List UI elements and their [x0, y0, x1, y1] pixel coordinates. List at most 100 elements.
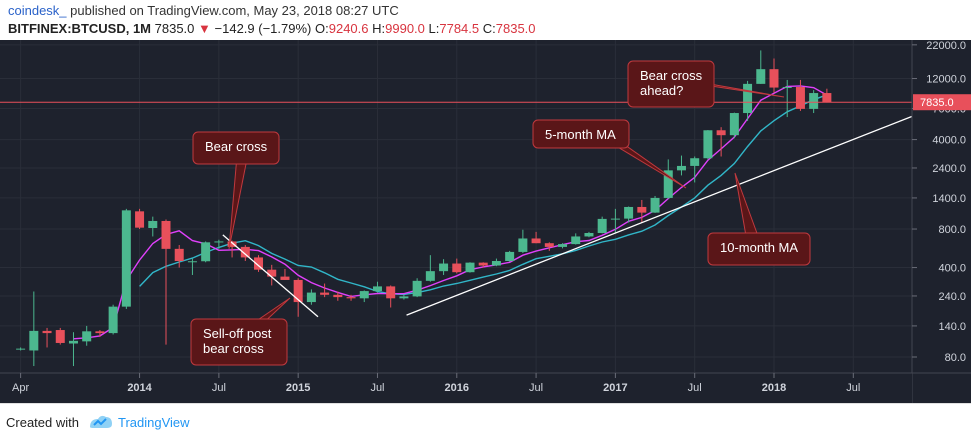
annotation-box — [190, 318, 288, 366]
candle-up — [491, 258, 501, 267]
high-value: 9990.0 — [385, 21, 425, 36]
low-label: L: — [428, 21, 440, 36]
down-arrow-icon: ▼ — [198, 21, 211, 36]
candle-up — [663, 159, 673, 199]
y-axis: 80.0 140.0 240.0 400.0 800.0 1400.0 2400.0 4000… — [911, 40, 971, 403]
candle-body — [135, 211, 145, 228]
candle-up — [743, 80, 753, 121]
x-tick-label: Apr — [12, 382, 29, 394]
ma5-layer — [73, 85, 828, 340]
candle-up — [214, 239, 224, 249]
candle-body — [531, 238, 541, 244]
author-link[interactable]: coindesk_ — [8, 3, 67, 18]
y-tick-label: 12000.0 — [926, 74, 966, 86]
candle-up — [148, 216, 158, 237]
candle-up — [597, 216, 607, 234]
candle-up — [29, 291, 39, 367]
candle-body — [201, 242, 211, 262]
close-value: 7835.0 — [495, 21, 536, 36]
y-tick-label: 80.0 — [945, 352, 966, 364]
candle-body — [333, 294, 343, 298]
x-tick-label: 2016 — [445, 382, 469, 394]
low-value: 7784.5 — [439, 21, 480, 36]
annotation-text: bear cross — [203, 341, 264, 356]
candle-up — [558, 243, 568, 249]
candle-down — [55, 327, 65, 345]
candle-body — [425, 271, 435, 281]
last-price-label: 7835.0 — [920, 97, 954, 109]
candle-body — [690, 158, 700, 166]
x-tick-label: Jul — [212, 382, 226, 394]
y-tick-label: 2400.0 — [932, 163, 966, 175]
candle-body — [386, 286, 396, 299]
annotation-text: Sell-off post — [203, 326, 272, 341]
candle-body — [452, 263, 462, 273]
published-text: published on TradingView.com, May 23, 20… — [70, 3, 399, 18]
candle-body — [121, 210, 131, 307]
candle-down — [267, 264, 277, 286]
candle-body — [174, 248, 184, 262]
created-with-label: Created with — [6, 415, 79, 430]
candle-up — [782, 79, 792, 118]
candle-up — [201, 241, 211, 263]
candle-down — [452, 258, 462, 274]
candle-body — [703, 130, 713, 159]
candle-up — [809, 90, 819, 114]
candle-up — [610, 208, 620, 233]
candle-down — [254, 255, 264, 272]
tradingview-logo-icon — [90, 415, 112, 428]
candle-up — [425, 255, 435, 282]
candle-up — [650, 195, 660, 213]
candle-body — [148, 220, 158, 229]
candle-down — [161, 219, 171, 345]
candle-down — [240, 245, 250, 262]
candle-up — [571, 233, 581, 245]
annotation-ten-month-ma: 10-month MA — [707, 172, 811, 266]
candle-up — [756, 50, 766, 84]
candle-body — [782, 87, 792, 89]
candle-down — [716, 127, 726, 157]
last-price: 7835.0 — [154, 21, 195, 36]
high-label: H: — [372, 21, 386, 36]
y-tick-label: 1400.0 — [932, 193, 966, 205]
candle-body — [571, 236, 581, 245]
candle-body — [597, 218, 607, 233]
candle-body — [412, 280, 422, 297]
candle-down — [174, 245, 184, 268]
candle-body — [240, 246, 250, 258]
candle-body — [399, 296, 409, 299]
candle-body — [359, 291, 369, 299]
candles — [16, 50, 832, 367]
candle-up — [729, 112, 739, 139]
y-tick-label: 800.0 — [938, 224, 966, 236]
x-tick-label: 2017 — [603, 382, 627, 394]
candle-body — [293, 279, 303, 303]
candle-body — [346, 297, 356, 299]
annotation-text: Bear cross — [205, 139, 268, 154]
candle-body — [306, 292, 316, 303]
candle-body — [280, 276, 290, 280]
annotation-box — [707, 232, 811, 266]
candle-up — [505, 250, 515, 262]
candle-body — [756, 69, 766, 84]
candle-body — [676, 165, 686, 171]
candle-body — [822, 93, 832, 103]
annotation-text: 5-month MA — [545, 127, 616, 142]
candle-down — [95, 330, 105, 337]
x-tick-label: Jul — [529, 382, 543, 394]
candle-body — [505, 251, 515, 262]
candle-up — [412, 278, 422, 298]
candle-up — [439, 259, 449, 275]
candle-down — [531, 231, 541, 244]
candle-up — [676, 155, 686, 176]
tradingview-link[interactable]: TradingView — [118, 415, 190, 430]
trendlines — [222, 112, 920, 318]
candle-up — [121, 208, 131, 309]
support-line — [406, 112, 920, 316]
chart-header: coindesk_ published on TradingView.com, … — [0, 0, 971, 40]
candle-down — [135, 208, 145, 230]
candle-up — [372, 281, 382, 293]
candle-body — [227, 241, 237, 247]
